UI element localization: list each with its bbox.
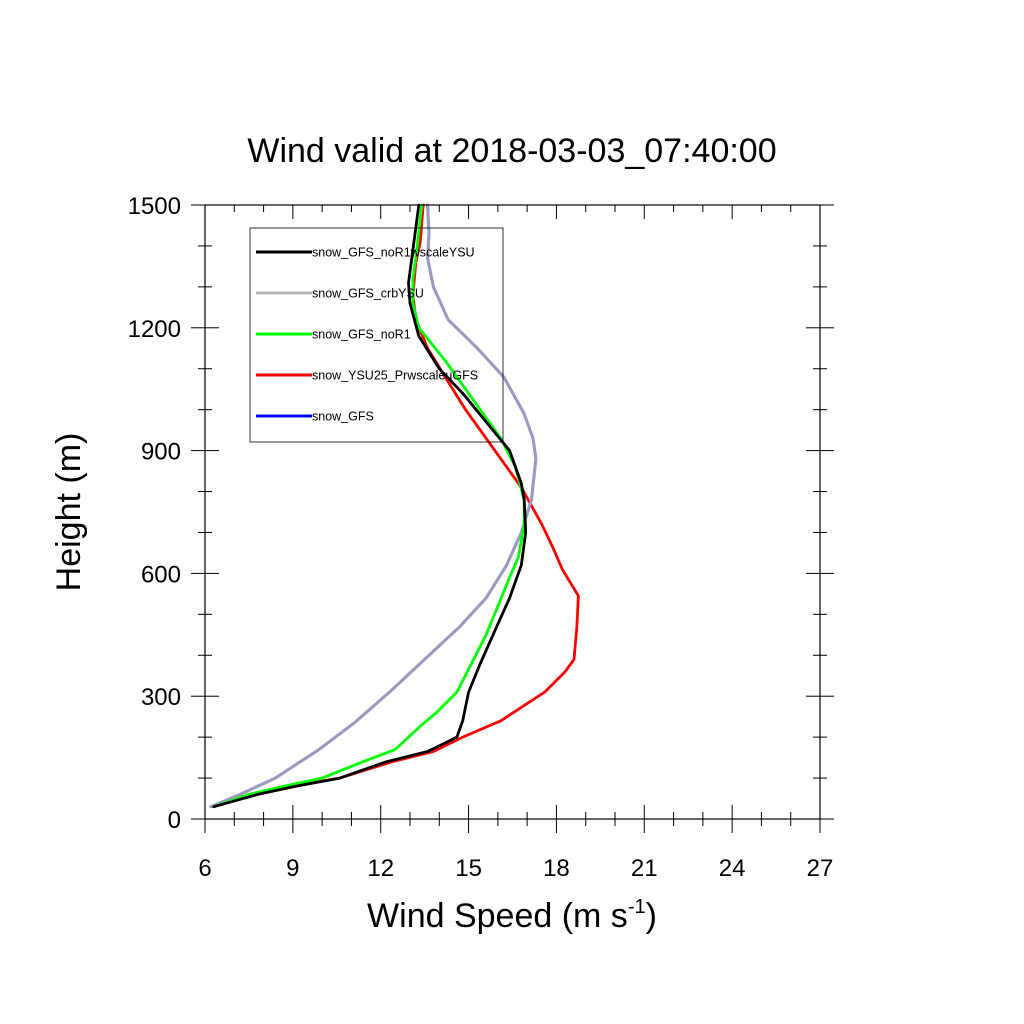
legend-label: snow_GFS_noR1 — [312, 328, 411, 342]
y-axis-title: Height (m) — [50, 433, 88, 592]
series-lines — [209, 203, 580, 809]
legend: snow_GFS_noR1wscaleYSU snow_GFS_crbYSUsno… — [249, 227, 504, 443]
y-tick-label: 600 — [141, 561, 181, 588]
series-line-snow_GFS_crbYSU — [209, 203, 538, 809]
axis-ticks — [191, 204, 834, 833]
x-axis-title-main: Wind Speed (m s — [367, 897, 628, 935]
x-tick-label: 27 — [807, 855, 834, 882]
series-line-snow_GFS_noR1wscaleYSU — [212, 203, 528, 809]
x-tick-label: 12 — [367, 855, 394, 882]
legend-label: snow_GFS_noR1wscaleYSU — [312, 246, 475, 260]
legend-label: snow_YSU25_PrwscaleuGFS — [312, 369, 478, 383]
x-axis-title: Wind Speed (m s-1) — [367, 896, 657, 935]
y-tick-label: 300 — [141, 684, 181, 711]
x-tick-label: 9 — [286, 855, 299, 882]
x-axis-title-superscript: -1 — [628, 896, 646, 918]
legend-label: snow_GFS_crbYSU — [312, 287, 424, 301]
x-axis-title-end: ) — [646, 897, 657, 935]
y-tick-label: 900 — [141, 439, 181, 466]
x-tick-label: 6 — [198, 855, 211, 882]
x-tick-label: 21 — [631, 855, 658, 882]
series-line-snow_GFS_noR1 — [212, 203, 526, 809]
x-tick-label: 15 — [455, 855, 482, 882]
y-tick-label: 1200 — [128, 316, 181, 343]
plot-frame — [204, 204, 821, 820]
legend-box — [249, 227, 504, 443]
tick-labels: 6 9 12 15 18 21 24 27 0 300 600 900 1200 1500 — [128, 193, 834, 882]
x-tick-label: 24 — [719, 855, 746, 882]
chart-title: Wind valid at 2018-03-03_07:40:00 — [247, 132, 776, 170]
y-tick-label: 1500 — [128, 193, 181, 220]
x-tick-label: 18 — [543, 855, 570, 882]
legend-label: snow_GFS — [312, 410, 374, 424]
y-tick-label: 0 — [168, 807, 181, 834]
